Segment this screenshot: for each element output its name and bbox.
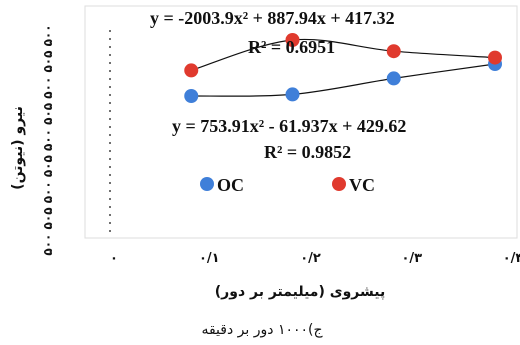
- y-axis-title: نیرو (نیوتن): [10, 106, 26, 190]
- legend-oc-marker: [200, 177, 214, 191]
- vc-data-point: [386, 44, 401, 59]
- oc-data-point: [184, 89, 199, 103]
- x-tick-label: ۰/۴: [503, 251, 520, 266]
- legend-vc-marker: [332, 177, 346, 191]
- oc-r-squared: R² = 0.9852: [264, 142, 351, 162]
- x-tick-label: ۰: [110, 251, 118, 266]
- x-tick-label: ۰/۳: [401, 251, 422, 266]
- vc-r-squared: R² = 0.6951: [248, 37, 335, 57]
- legend: OC VC: [200, 175, 375, 195]
- legend-vc-label: VC: [349, 175, 375, 195]
- plot-frame: [84, 5, 518, 239]
- chart-caption: ج)۱۰۰۰ دور بر دقیقه: [201, 322, 323, 338]
- oc-data-point: [285, 87, 300, 102]
- legend-oc-label: OC: [217, 175, 244, 195]
- data-points: [184, 33, 502, 103]
- vc-trendline: [191, 38, 496, 71]
- vc-data-point: [488, 50, 502, 65]
- y-tick-labels: ۵۰۰ ۵۰۵ ۵۰۰ ۵۰۵ ۵۰۰ ۵۰۵ ۵۰۰ ۵۰۵ ۵۰۰: [41, 24, 55, 255]
- vc-data-point: [184, 63, 199, 78]
- x-axis-title: پیشروی (میلیمتر بر دور): [215, 284, 385, 300]
- vc-equation: y = -2003.9x² + 887.94x + 417.32: [150, 8, 395, 28]
- y-tick-label-group: ۵۰۰ ۵۰۵ ۵۰۰ ۵۰۵ ۵۰۰ ۵۰۵ ۵۰۰ ۵۰۵ ۵۰۰: [41, 24, 55, 255]
- x-tick-labels: ۰ ۰/۱ ۰/۲ ۰/۳ ۰/۴: [110, 251, 520, 266]
- oc-trendline: [191, 63, 496, 97]
- vc-data-point: [285, 33, 300, 47]
- x-tick-label: ۰/۱: [199, 251, 220, 266]
- x-tick-label: ۰/۲: [300, 251, 321, 266]
- oc-data-point: [386, 71, 401, 86]
- oc-equation: y = 753.91x² - 61.937x + 429.62: [172, 116, 406, 136]
